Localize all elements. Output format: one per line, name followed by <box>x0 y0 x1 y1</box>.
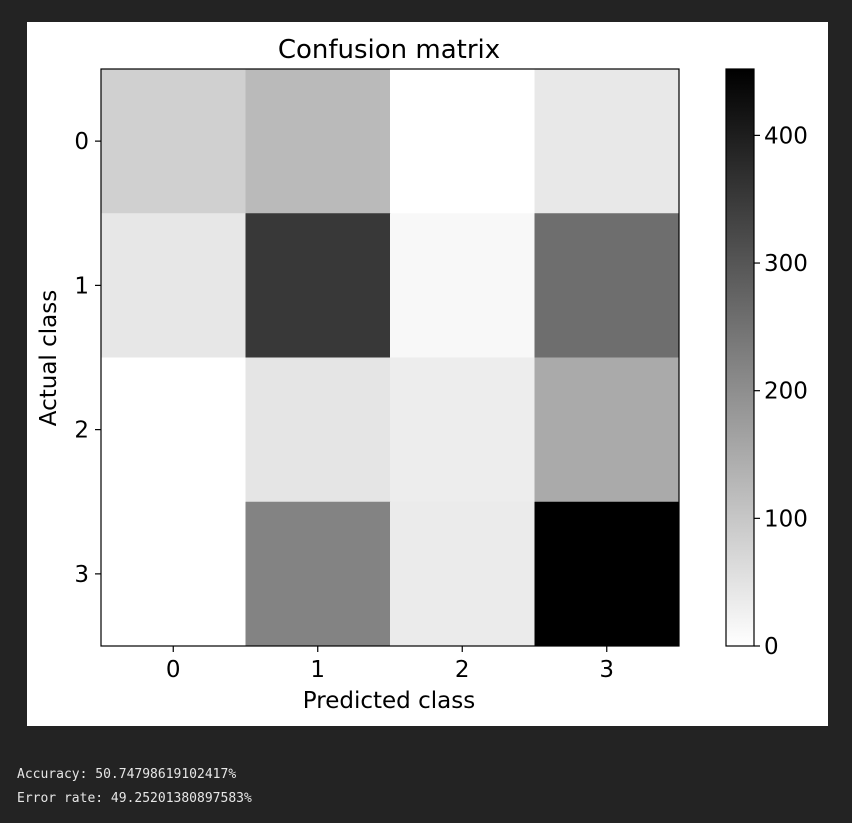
x-tick-label: 2 <box>455 657 470 683</box>
colorbar-tick-label: 0 <box>764 634 779 660</box>
heatmap-cell-3-0 <box>101 501 246 647</box>
x-axis-label: Predicted class <box>303 688 475 714</box>
heatmap-cells <box>101 69 680 647</box>
heatmap-cell-2-1 <box>245 357 391 503</box>
heatmap-cell-0-0 <box>101 69 246 214</box>
error-rate-output: Error rate: 49.25201380897583% <box>17 791 252 806</box>
heatmap-cell-1-2 <box>390 213 535 358</box>
heatmap-cell-0-1 <box>245 69 391 214</box>
x-tick-label: 3 <box>599 657 614 683</box>
heatmap-cell-3-1 <box>245 501 391 647</box>
heatmap-cell-2-2 <box>390 357 535 503</box>
heatmap-cell-1-0 <box>101 213 246 358</box>
heatmap-cell-0-3 <box>534 69 680 214</box>
y-tick-label: 0 <box>74 129 89 155</box>
heatmap-cell-2-0 <box>101 357 246 503</box>
confusion-matrix-figure: Confusion matrix 0 1 2 3 0 1 2 3 Predicted cla… <box>27 22 828 726</box>
confusion-matrix-chart: Confusion matrix 0 1 2 3 0 1 2 3 Predicted cla… <box>36 35 808 714</box>
x-tick-label: 1 <box>310 657 325 683</box>
colorbar <box>725 68 755 647</box>
colorbar-tick-label: 200 <box>764 379 808 405</box>
heatmap-cell-3-2 <box>390 501 535 647</box>
heatmap-cell-1-1 <box>245 213 391 358</box>
plot-frame <box>100 68 680 647</box>
y-tick-label: 3 <box>74 562 89 588</box>
y-tick-label: 1 <box>74 273 89 299</box>
colorbar-ticks: 0 100 200 300 400 <box>754 123 808 660</box>
heatmap-cell-1-3 <box>534 213 680 358</box>
colorbar-tick-label: 300 <box>764 251 808 277</box>
heatmap-cell-0-2 <box>390 69 535 214</box>
y-axis-label: Actual class <box>36 290 62 426</box>
heatmap-cell-3-3 <box>534 501 680 647</box>
colorbar-tick-label: 100 <box>764 506 808 532</box>
y-tick-label: 2 <box>74 418 89 444</box>
accuracy-output: Accuracy: 50.74798619102417% <box>17 767 237 782</box>
chart-title: Confusion matrix <box>278 35 500 65</box>
colorbar-tick-label: 400 <box>764 123 808 149</box>
x-axis-ticks: 0 1 2 3 <box>166 646 614 683</box>
y-axis-ticks: 0 1 2 3 <box>74 129 101 588</box>
x-tick-label: 0 <box>166 657 181 683</box>
heatmap-cell-2-3 <box>534 357 680 503</box>
